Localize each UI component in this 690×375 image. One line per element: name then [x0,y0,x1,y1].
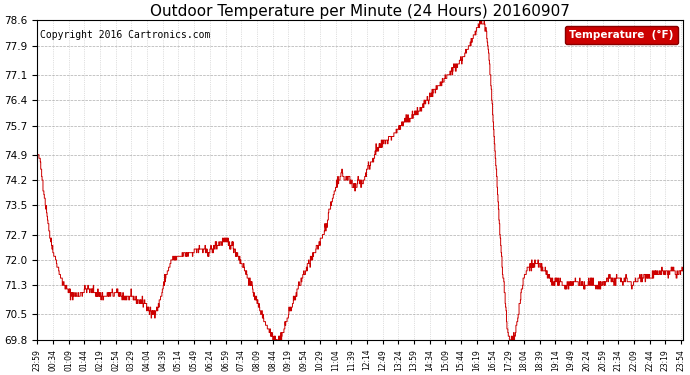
Temperature  (°F) [161,279,169,284]
Legend: Temperature  (°F): Temperature (°F) [565,26,678,44]
Temperature  (°F) [33,152,41,157]
Temperature  (°F) [475,18,484,22]
Temperature  (°F) [177,254,185,258]
Temperature  (°F) [461,51,469,55]
Temperature  (°F) [603,276,611,280]
Title: Outdoor Temperature per Minute (24 Hours) 20160907: Outdoor Temperature per Minute (24 Hours… [150,4,570,19]
Temperature  (°F) [679,268,687,273]
Temperature  (°F) [249,290,257,295]
Temperature  (°F) [271,341,279,346]
Line: Temperature  (°F): Temperature (°F) [37,20,683,344]
Temperature  (°F) [546,276,554,280]
Text: Copyright 2016 Cartronics.com: Copyright 2016 Cartronics.com [41,30,210,40]
